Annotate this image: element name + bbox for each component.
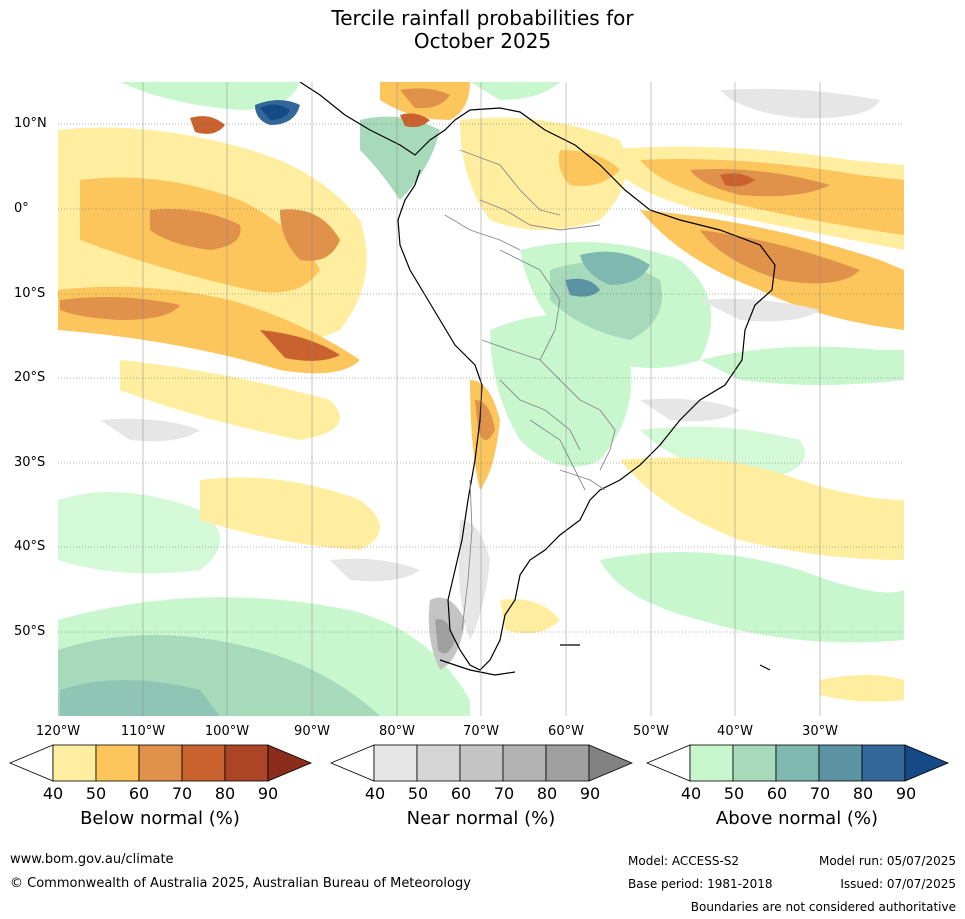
cb-above-tick: 90 xyxy=(895,784,917,803)
colorbar-above-min-arrow xyxy=(645,744,691,782)
website-link[interactable]: www.bom.gov.au/climate xyxy=(10,852,174,867)
copyright-text: © Commonwealth of Australia 2025, Austra… xyxy=(10,876,471,891)
cb-near-tick: 50 xyxy=(407,784,429,803)
colorbar-near-swatch xyxy=(502,744,547,782)
lat-label-40s: 40°S xyxy=(14,539,46,554)
lon-label-60w: 60°W xyxy=(548,724,584,739)
meridians xyxy=(142,82,821,716)
lon-label-40w: 40°W xyxy=(717,724,753,739)
model-run-date: Model run: 05/07/2025 xyxy=(818,854,956,868)
colorbar-below-swatch xyxy=(138,744,183,782)
near-normal-shading xyxy=(100,88,880,670)
lat-label-10s: 10°S xyxy=(14,286,46,301)
lat-label-20s: 20°S xyxy=(14,370,46,385)
lon-label-30w: 30°W xyxy=(802,724,838,739)
cb-above-tick: 40 xyxy=(680,784,702,803)
colorbar-near-swatch xyxy=(545,744,590,782)
lon-label-80w: 80°W xyxy=(379,724,415,739)
below-normal-shading xyxy=(58,82,904,702)
country-boundaries xyxy=(444,149,616,631)
cb-above-tick: 60 xyxy=(766,784,788,803)
cb-above-tick: 50 xyxy=(723,784,745,803)
lon-label-70w: 70°W xyxy=(463,724,499,739)
colorbar-title-near: Near normal (%) xyxy=(406,808,556,829)
cb-near-tick: 40 xyxy=(364,784,386,803)
cb-below-tick: 60 xyxy=(128,784,150,803)
colorbar-above-swatch xyxy=(732,744,777,782)
cb-near-tick: 70 xyxy=(493,784,515,803)
colorbar-near-max-arrow xyxy=(588,744,634,782)
lon-label-50w: 50°W xyxy=(633,724,669,739)
lon-label-90w: 90°W xyxy=(294,724,330,739)
colorbar-near-swatch xyxy=(373,744,418,782)
colorbar-near-min-arrow xyxy=(329,744,375,782)
colorbar-above-normal xyxy=(645,744,950,782)
colorbar-below-swatch xyxy=(52,744,97,782)
map-title-line1: Tercile rainfall probabilities for xyxy=(331,6,634,30)
cb-near-tick: 90 xyxy=(579,784,601,803)
above-normal-shading xyxy=(58,82,904,716)
boundaries-disclaimer: Boundaries are not considered authoritat… xyxy=(690,900,956,914)
colorbar-title-above: Above normal (%) xyxy=(715,808,879,829)
lon-label-100w: 100°W xyxy=(204,724,250,739)
map-title-line2: October 2025 xyxy=(413,29,552,53)
coastline xyxy=(299,82,776,676)
cb-below-tick: 40 xyxy=(42,784,64,803)
cb-above-tick: 70 xyxy=(809,784,831,803)
colorbar-above-swatch xyxy=(775,744,820,782)
cb-above-tick: 80 xyxy=(852,784,874,803)
map-area xyxy=(58,82,904,716)
issued-date: Issued: 07/07/2025 xyxy=(840,877,956,891)
colorbar-below-max-arrow xyxy=(267,744,313,782)
cb-below-tick: 70 xyxy=(171,784,193,803)
base-period: Base period: 1981-2018 xyxy=(628,877,773,891)
cb-below-tick: 90 xyxy=(257,784,279,803)
lat-label-30s: 30°S xyxy=(14,455,46,470)
lat-label-equator: 0° xyxy=(14,201,29,216)
colorbar-near-normal xyxy=(329,744,634,782)
colorbar-near-swatch xyxy=(459,744,504,782)
colorbar-below-normal xyxy=(8,744,313,782)
lat-label-50s: 50°S xyxy=(14,624,46,639)
colorbar-title-below: Below normal (%) xyxy=(80,808,240,829)
cb-near-tick: 80 xyxy=(536,784,558,803)
colorbar-near-swatch xyxy=(416,744,461,782)
cb-below-tick: 50 xyxy=(85,784,107,803)
colorbar-above-swatch xyxy=(861,744,906,782)
colorbar-below-swatch xyxy=(224,744,269,782)
colorbar-below-swatch xyxy=(181,744,226,782)
colorbar-below-swatch xyxy=(95,744,140,782)
colorbar-above-max-arrow xyxy=(904,744,950,782)
cb-near-tick: 60 xyxy=(450,784,472,803)
cb-below-tick: 80 xyxy=(214,784,236,803)
colorbar-above-swatch xyxy=(689,744,734,782)
colorbar-above-swatch xyxy=(818,744,863,782)
lon-label-120w: 120°W xyxy=(35,724,81,739)
lat-label-10n: 10°N xyxy=(14,116,47,131)
colorbar-below-min-arrow xyxy=(8,744,54,782)
model-name: Model: ACCESS-S2 xyxy=(628,854,740,868)
lon-label-110w: 110°W xyxy=(120,724,166,739)
